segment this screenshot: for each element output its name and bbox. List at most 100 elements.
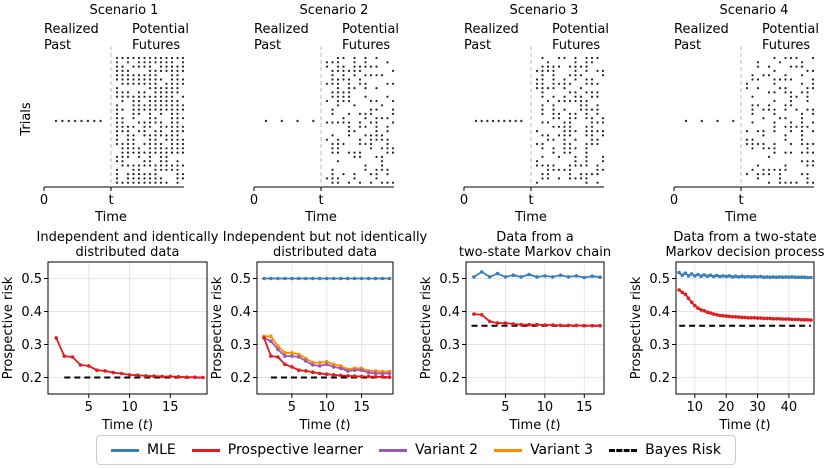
future-dot (176, 138, 179, 141)
data-point-mle (574, 274, 579, 278)
future-dot (552, 147, 555, 150)
future-dot (154, 147, 157, 150)
data-point-prospective (780, 317, 785, 321)
x-axis-label-var: t (550, 418, 556, 433)
x-tick-label: 15 (162, 400, 179, 415)
data-point-mle (352, 276, 357, 281)
future-dot (143, 61, 146, 64)
future-dot (170, 147, 174, 150)
future-dot (585, 151, 588, 154)
future-dot (767, 91, 771, 94)
future-dot (563, 78, 566, 81)
future-dot (568, 112, 572, 115)
future-dot (176, 164, 179, 167)
future-dot (391, 112, 395, 115)
data-point-prospective (702, 309, 706, 313)
future-dot (325, 61, 329, 64)
future-dot (574, 130, 577, 133)
future-dot (176, 69, 179, 72)
potential-futures-label: Futures (132, 38, 180, 53)
future-dot (778, 78, 782, 81)
future-dot (170, 65, 174, 68)
future-dot (375, 65, 378, 68)
future-dot (563, 151, 566, 154)
future-dot (353, 65, 356, 68)
future-dot (353, 69, 356, 72)
future-dot (132, 147, 135, 150)
future-dot (148, 87, 152, 90)
future-dot (800, 74, 804, 77)
future-dot (181, 95, 185, 98)
future-dot (336, 104, 340, 107)
future-dot (574, 95, 577, 98)
future-dot (181, 61, 185, 64)
data-point-variant2 (324, 362, 329, 367)
future-dot (767, 181, 771, 184)
future-dot (126, 91, 130, 94)
data-point-prospective (790, 317, 794, 322)
future-dot (165, 160, 168, 163)
future-dot (751, 142, 754, 146)
future-dot (132, 173, 135, 176)
data-point-prospective (686, 296, 691, 301)
y-tick-label: 0.5 (21, 272, 42, 287)
data-point-mle (777, 275, 782, 279)
future-dot (568, 164, 572, 167)
x-axis-label-var: t (760, 418, 766, 433)
future-dot (541, 177, 544, 180)
data-point-prospective (724, 314, 728, 318)
data-point-mle (297, 276, 301, 281)
past-dot (497, 119, 500, 123)
future-dot (148, 181, 152, 184)
data-point-prospective (276, 355, 280, 359)
future-dot (552, 78, 555, 81)
legend-swatch-mle (111, 448, 139, 452)
future-dot (137, 95, 141, 98)
future-dot (800, 82, 804, 85)
future-dot (336, 65, 340, 68)
data-point-variant2 (373, 371, 378, 376)
data-point-prospective (111, 370, 115, 375)
future-dot (756, 61, 760, 64)
data-point-prospective (62, 354, 67, 358)
x-tick-label: 10 (537, 400, 554, 415)
data-point-mle (705, 274, 710, 279)
future-dot (557, 125, 561, 128)
x-tick-label: 5 (288, 400, 296, 415)
data-point-prospective (70, 355, 75, 359)
future-dot (176, 99, 179, 103)
future-dot (159, 125, 163, 128)
future-dot (762, 117, 765, 120)
future-dot (154, 181, 157, 184)
future-dot (181, 69, 185, 72)
future-dot (789, 151, 793, 154)
realized-past-label: Past (464, 38, 491, 53)
future-dot (745, 82, 749, 85)
future-dot (369, 74, 373, 77)
future-dot (176, 142, 179, 146)
future-dot (331, 147, 334, 150)
data-point-variant2 (276, 347, 280, 352)
past-dot (280, 119, 283, 123)
x-tick-label: 0 (40, 193, 48, 208)
future-dot (557, 155, 561, 158)
future-dot (170, 151, 174, 154)
future-dot (170, 56, 174, 60)
future-dot (148, 160, 152, 163)
data-point-mle (727, 274, 732, 278)
future-dot (369, 108, 373, 111)
future-dot (165, 56, 168, 60)
data-point-mle (802, 275, 807, 280)
future-dot (143, 121, 146, 124)
future-dot (784, 91, 787, 94)
data-point-mle (519, 275, 523, 279)
future-dot (535, 69, 539, 72)
data-point-mle (550, 275, 555, 279)
data-point-variant3 (297, 352, 301, 357)
future-dot (767, 147, 771, 150)
future-dot (546, 61, 550, 64)
future-dot (579, 173, 583, 176)
data-point-mle (543, 274, 547, 278)
future-dot (115, 56, 119, 60)
future-dot (115, 177, 119, 180)
